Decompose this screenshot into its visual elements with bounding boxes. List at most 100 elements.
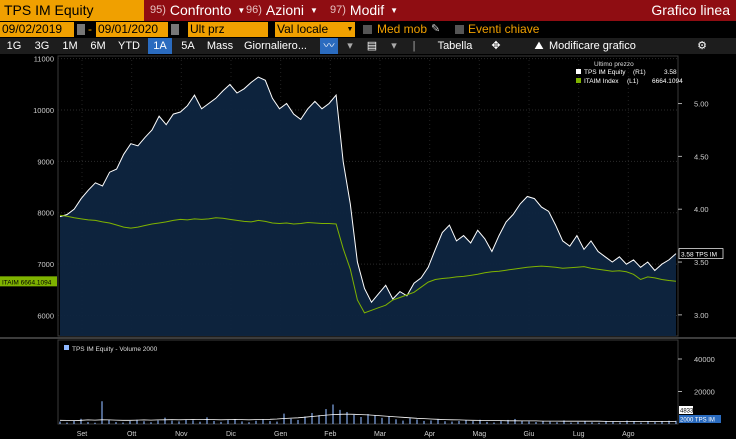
actions-menu[interactable]: 96) Azioni ▼ (246, 0, 318, 21)
chart-type-title: Grafico linea (651, 2, 730, 18)
left-axis-tick-label: 10000 (33, 106, 54, 115)
legend-swatch-price (576, 69, 581, 74)
x-axis-tick-label: Lug (573, 431, 585, 438)
range-max[interactable]: Mass (206, 40, 234, 52)
range-1m[interactable]: 1M (62, 40, 78, 52)
x-axis-tick-label: Giu (524, 431, 535, 438)
price-chart[interactable]: 6000 7000 8000 9000 10000 11000 3.00 3.50 4.00 4.… (0, 54, 736, 439)
bar-style-dropdown-icon[interactable]: ▾ (391, 40, 397, 52)
index-line (59, 214, 677, 314)
key-events-checkbox[interactable] (455, 25, 464, 34)
period-ellipsis: ... (297, 40, 307, 52)
chart-edit-icon[interactable]: ⛰ (534, 40, 544, 52)
separator-icon: | (412, 40, 416, 52)
chart-style-dropdown-icon[interactable]: ▾ (347, 40, 353, 52)
legend-axis-price: (R1) (633, 69, 646, 76)
moving-average-label: Med mob (377, 22, 428, 36)
left-axis-tick-label: 8000 (37, 209, 54, 218)
index-tag-box (0, 276, 57, 287)
price-line (59, 76, 677, 304)
right-axis-tick-label: 5.00 (694, 100, 709, 109)
range-5y[interactable]: 5A (181, 40, 195, 52)
volume-legend-label: TPS IM Equity - Volume 2000 (72, 346, 158, 353)
line-chart-icon[interactable]: 〰 (320, 38, 338, 54)
index-last-tag: ITAIM 6664.1094 (0, 276, 57, 287)
edit-menu[interactable]: 97) Modif ▼ (330, 0, 398, 21)
right-axis-tick-label: 4.50 (694, 152, 709, 161)
actions-menu-number: 96) (246, 4, 262, 16)
volume-legend: TPS IM Equity - Volume 2000 (64, 345, 158, 353)
range-1y[interactable]: 1A (148, 38, 172, 54)
edit-menu-number: 97) (330, 4, 346, 16)
legend-last-index: 6664.1094 (652, 78, 683, 85)
key-events-label: Eventi chiave (468, 22, 540, 36)
volume-legend-swatch (64, 345, 69, 350)
bar-chart-icon[interactable]: ▤ (366, 40, 378, 52)
legend-name-index: ITAIM Index (584, 78, 619, 85)
right-axis-tick-label: 3.50 (694, 258, 709, 267)
x-axis-tick-label: Gen (274, 431, 287, 438)
volume-tag-box (679, 406, 693, 414)
pencil-icon[interactable]: ✎ (431, 23, 441, 35)
chart-axes: 6000 7000 8000 9000 10000 11000 3.00 3.50 4.00 4.… (0, 55, 736, 438)
price-field-select[interactable]: Ult prz (188, 22, 268, 37)
range-6m[interactable]: 6M (90, 40, 106, 52)
gear-icon[interactable]: ⚙ (697, 40, 707, 52)
index-tag-text: ITAIM 6664.1094 (2, 279, 52, 286)
right-axis-tick-label: 4.00 (694, 205, 709, 214)
compare-menu-number: 95) (150, 4, 166, 16)
x-axis-tick-label: Set (77, 431, 88, 438)
x-axis-tick-label: Ago (622, 431, 635, 438)
x-axis-tick-label: Feb (324, 431, 336, 438)
volume-avg-tag-text: 2000 TPS IM (680, 418, 715, 424)
currency-select[interactable]: Val locale (275, 22, 345, 37)
range-ytd[interactable]: YTD (118, 40, 140, 52)
compare-menu-label: Confronto (169, 2, 232, 18)
left-axis-tick-label: 6000 (37, 311, 54, 320)
period-select[interactable]: Giornaliero... (244, 38, 312, 54)
price-tag-box (678, 248, 724, 259)
security-ticker[interactable]: TPS IM Equity (0, 0, 144, 21)
x-axis-tick-label: Ott (127, 431, 136, 438)
header-bar (0, 0, 736, 21)
start-date-field[interactable]: 09/02/2019 (0, 22, 74, 37)
right-axis-tick-label: 3.00 (694, 311, 709, 320)
price-area (60, 77, 676, 336)
volume-panel (57, 339, 679, 425)
price-tag-text: 3.58 TPS IM (681, 252, 717, 259)
plot-area (57, 55, 679, 337)
chart-legend: Ultimo prezzo TPS IM Equity (R1) 3.58 IT… (576, 61, 683, 85)
volume-average-line (59, 413, 676, 422)
left-axis-tick-label: 9000 (37, 157, 54, 166)
range-3d[interactable]: 3G (34, 40, 50, 52)
moving-average-checkbox[interactable] (363, 25, 372, 34)
range-toolbar (0, 38, 736, 54)
legend-name-price: TPS IM Equity (584, 69, 626, 76)
compare-menu[interactable]: 95) Confronto ▼ (150, 0, 245, 21)
x-axis-tick-label: Apr (424, 431, 436, 438)
edit-menu-label: Modif (349, 2, 385, 18)
end-date-field[interactable]: 09/01/2020 (96, 22, 168, 37)
x-axis-tick-label: Nov (175, 431, 188, 438)
legend-swatch-index (576, 78, 581, 83)
actions-menu-label: Azioni (265, 2, 305, 18)
chevron-down-icon: ▼ (310, 6, 318, 15)
x-axis-tick-label: Mar (374, 431, 387, 438)
volume-avg-tag-box (679, 415, 721, 423)
date-separator: - (88, 22, 92, 36)
left-axis-tick-label: 7000 (37, 260, 54, 269)
crosshair-icon[interactable]: ✥ (491, 40, 501, 52)
currency-dropdown-icon[interactable]: ▼ (345, 22, 355, 37)
chevron-down-icon: ▼ (390, 6, 399, 15)
calendar-icon[interactable] (171, 24, 179, 35)
x-axis-tick-label: Dic (226, 431, 237, 438)
range-1d[interactable]: 1G (6, 40, 22, 52)
edit-chart-button[interactable]: Modificare grafico (549, 40, 636, 52)
table-button[interactable]: Tabella (437, 40, 473, 52)
left-axis-tick-label: 11000 (34, 55, 54, 64)
legend-header: Ultimo prezzo (594, 61, 634, 68)
volume-axis-tick-label: 20000 (694, 388, 715, 397)
volume-axis-tick-label: 40000 (694, 355, 715, 364)
legend-axis-index: (L1) (627, 78, 639, 85)
calendar-icon[interactable] (77, 24, 85, 35)
